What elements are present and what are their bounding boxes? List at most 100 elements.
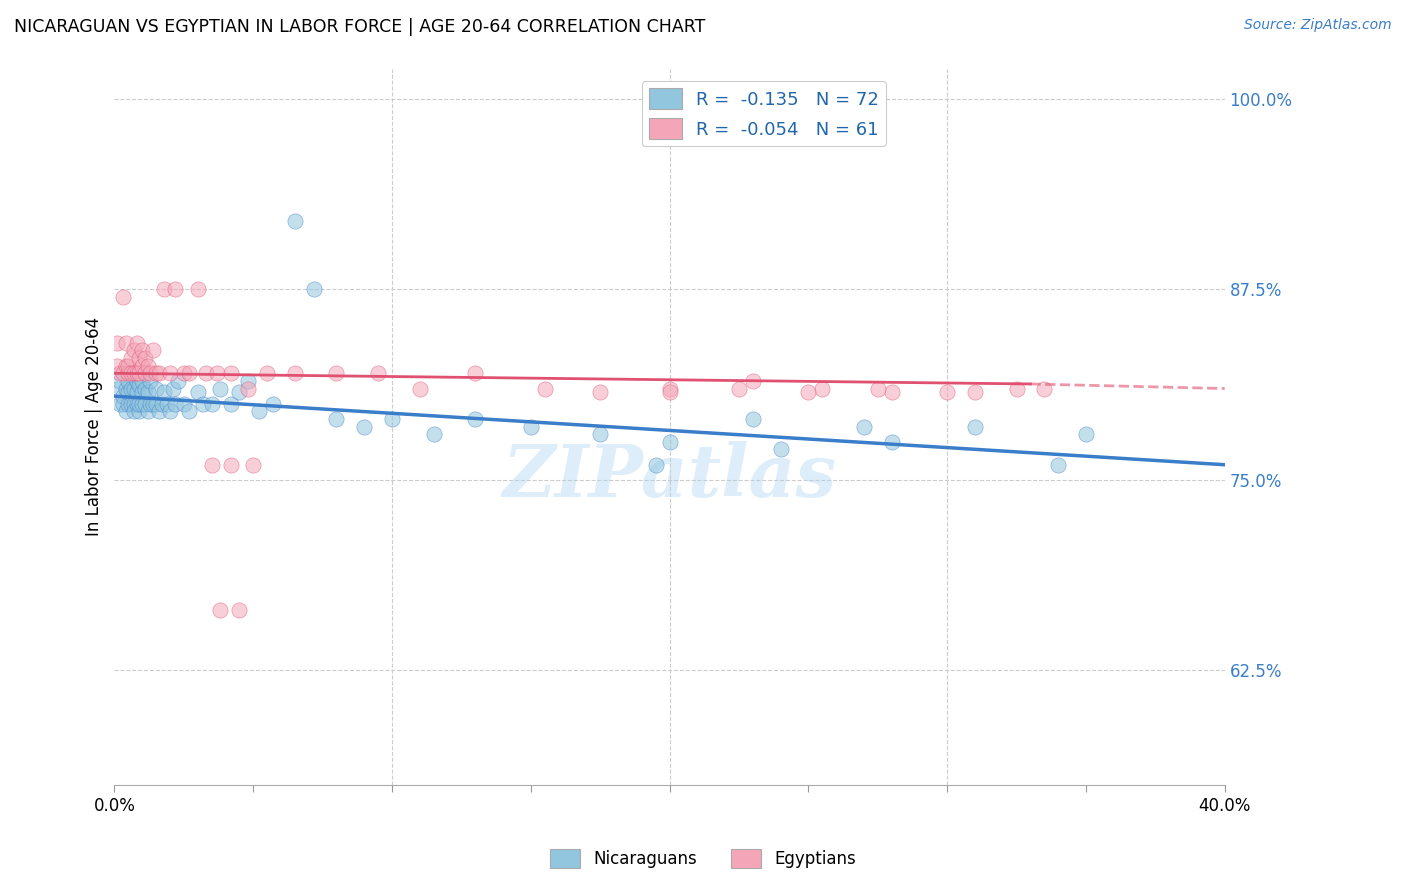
Point bbox=[284, 214, 307, 228]
Point bbox=[409, 382, 432, 396]
Point bbox=[120, 351, 142, 365]
Point bbox=[1033, 382, 1056, 396]
Point bbox=[866, 382, 889, 396]
Point bbox=[125, 397, 148, 411]
Point bbox=[111, 397, 134, 411]
Point bbox=[228, 602, 250, 616]
Legend: Nicaraguans, Egyptians: Nicaraguans, Egyptians bbox=[544, 842, 862, 875]
Point bbox=[205, 366, 228, 380]
Point bbox=[131, 384, 153, 399]
Point bbox=[111, 389, 134, 403]
Point bbox=[367, 366, 389, 380]
Point bbox=[880, 434, 903, 449]
Point bbox=[242, 458, 264, 472]
Point bbox=[128, 397, 150, 411]
Point bbox=[120, 397, 142, 411]
Point bbox=[150, 397, 173, 411]
Point bbox=[936, 384, 959, 399]
Point bbox=[658, 434, 681, 449]
Point bbox=[131, 359, 153, 373]
Point bbox=[145, 397, 167, 411]
Point bbox=[464, 412, 486, 426]
Point bbox=[128, 404, 150, 418]
Point bbox=[325, 366, 347, 380]
Point bbox=[125, 335, 148, 350]
Point bbox=[236, 374, 259, 388]
Point bbox=[179, 404, 201, 418]
Point bbox=[533, 382, 555, 396]
Point bbox=[108, 374, 131, 388]
Point bbox=[159, 404, 181, 418]
Point bbox=[148, 366, 170, 380]
Point bbox=[165, 283, 187, 297]
Point bbox=[165, 397, 187, 411]
Point bbox=[236, 382, 259, 396]
Point bbox=[136, 359, 159, 373]
Point bbox=[193, 397, 215, 411]
Point bbox=[284, 366, 307, 380]
Point bbox=[134, 366, 156, 380]
Point bbox=[247, 404, 270, 418]
Point bbox=[589, 427, 612, 442]
Point bbox=[200, 458, 222, 472]
Point bbox=[167, 374, 190, 388]
Point bbox=[381, 412, 404, 426]
Point bbox=[1047, 458, 1070, 472]
Text: NICARAGUAN VS EGYPTIAN IN LABOR FORCE | AGE 20-64 CORRELATION CHART: NICARAGUAN VS EGYPTIAN IN LABOR FORCE | … bbox=[14, 18, 706, 36]
Point bbox=[304, 283, 326, 297]
Point bbox=[179, 366, 201, 380]
Text: Source: ZipAtlas.com: Source: ZipAtlas.com bbox=[1244, 18, 1392, 32]
Point bbox=[131, 374, 153, 388]
Point bbox=[520, 419, 543, 434]
Point bbox=[353, 419, 375, 434]
Point bbox=[136, 384, 159, 399]
Point bbox=[658, 384, 681, 399]
Point bbox=[125, 374, 148, 388]
Point bbox=[111, 366, 134, 380]
Point bbox=[142, 343, 165, 358]
Point bbox=[219, 366, 242, 380]
Point bbox=[589, 384, 612, 399]
Point bbox=[422, 427, 444, 442]
Point bbox=[228, 384, 250, 399]
Point bbox=[797, 384, 820, 399]
Point bbox=[117, 374, 139, 388]
Point bbox=[963, 419, 986, 434]
Point bbox=[114, 404, 136, 418]
Point bbox=[114, 359, 136, 373]
Point bbox=[136, 404, 159, 418]
Point bbox=[200, 397, 222, 411]
Point bbox=[741, 412, 763, 426]
Point bbox=[173, 397, 195, 411]
Point bbox=[139, 366, 162, 380]
Point bbox=[262, 397, 284, 411]
Point bbox=[769, 442, 792, 457]
Point bbox=[117, 384, 139, 399]
Point bbox=[658, 382, 681, 396]
Point bbox=[728, 382, 751, 396]
Point bbox=[128, 351, 150, 365]
Point bbox=[219, 458, 242, 472]
Point bbox=[114, 382, 136, 396]
Point bbox=[117, 397, 139, 411]
Point bbox=[117, 359, 139, 373]
Point bbox=[120, 366, 142, 380]
Point bbox=[125, 366, 148, 380]
Point bbox=[145, 366, 167, 380]
Point bbox=[105, 335, 128, 350]
Point bbox=[148, 404, 170, 418]
Point bbox=[187, 384, 209, 399]
Point bbox=[108, 366, 131, 380]
Point bbox=[120, 382, 142, 396]
Point bbox=[122, 343, 145, 358]
Point bbox=[134, 397, 156, 411]
Point bbox=[162, 382, 184, 396]
Point bbox=[139, 374, 162, 388]
Point bbox=[108, 397, 131, 411]
Point bbox=[880, 384, 903, 399]
Point bbox=[122, 366, 145, 380]
Point bbox=[122, 397, 145, 411]
Point bbox=[256, 366, 278, 380]
Point bbox=[187, 283, 209, 297]
Point bbox=[159, 366, 181, 380]
